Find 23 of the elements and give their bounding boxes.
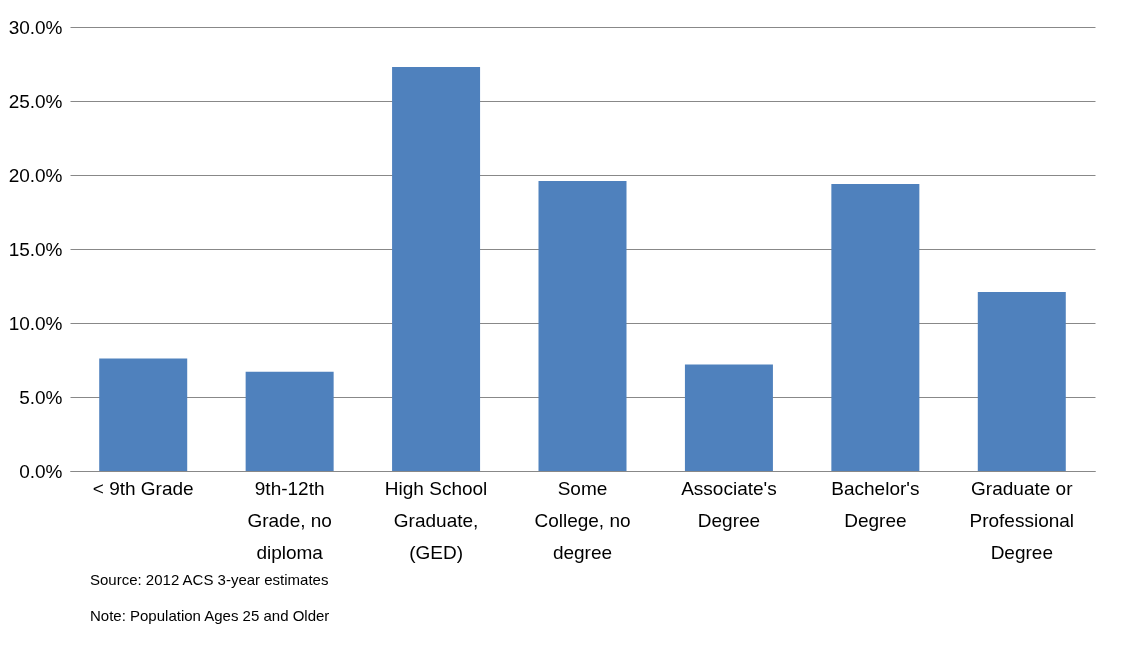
y-tick-label: 0.0% (19, 460, 63, 482)
y-tick-label: 10.0% (8, 312, 63, 334)
x-tick-label: Associate's Degree (681, 477, 777, 531)
text: Note: Population Ages 25 and Older (90, 607, 330, 624)
x-tick-label: < 9th Grade (92, 477, 194, 499)
bar (977, 291, 1066, 471)
source-note: Source: 2012 ACS 3-year estimates (90, 571, 329, 588)
y-tick-label: 30.0% (8, 16, 63, 38)
y-tick-label: 20.0% (8, 164, 63, 186)
bar (99, 358, 188, 471)
x-tick-label: High School Graduate, (GED) (384, 477, 488, 563)
bar (538, 180, 627, 471)
x-tick-label: Graduate or Professional Degree (969, 477, 1075, 563)
bar (392, 66, 481, 471)
x-tick-label: Some College, no degree (534, 477, 631, 563)
x-tick-label: Bachelor's Degree (831, 477, 920, 531)
bar (831, 183, 920, 471)
y-tick-label: 15.0% (8, 238, 63, 260)
bar (245, 371, 334, 471)
x-tick-label: 9th-12th Grade, no diploma (247, 477, 332, 563)
bar (684, 364, 773, 471)
y-tick-label: 25.0% (8, 90, 63, 112)
y-tick-label: 5.0% (19, 386, 63, 408)
